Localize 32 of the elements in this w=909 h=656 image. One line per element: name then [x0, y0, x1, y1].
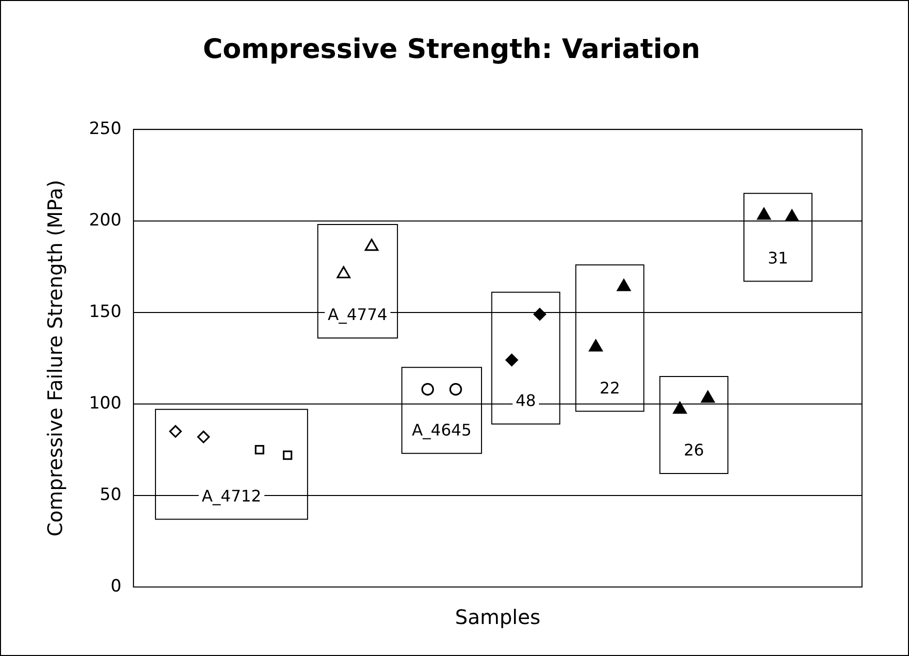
- y-tick-label: 250: [88, 118, 122, 139]
- point: [282, 450, 292, 460]
- point: [785, 209, 799, 222]
- annotation: 22: [600, 378, 620, 398]
- annotation: A_4712: [202, 486, 262, 506]
- annotation: A_4645: [412, 420, 472, 440]
- point: [533, 308, 546, 321]
- y-tick-label: 100: [88, 393, 122, 414]
- annotation: 26: [684, 440, 704, 460]
- point: [673, 402, 687, 414]
- annotation: A_4774: [328, 305, 388, 324]
- y-tick-label: 200: [88, 210, 122, 230]
- point: [588, 339, 603, 352]
- annotation: 31: [768, 248, 788, 268]
- y-tick-label: 0: [110, 576, 122, 596]
- point: [757, 208, 771, 220]
- point: [169, 425, 182, 438]
- point: [254, 445, 264, 454]
- point: [197, 430, 210, 444]
- point: [449, 383, 462, 396]
- point: [336, 266, 350, 278]
- y-tick-label: 50: [100, 484, 122, 505]
- x-axis-title: Samples: [455, 605, 540, 630]
- point: [505, 354, 518, 366]
- point: [701, 390, 715, 403]
- point: [616, 279, 631, 292]
- y-tick-label: 150: [88, 302, 122, 322]
- point: [364, 238, 378, 251]
- y-axis-title: Compressive Failure Strength (MPa): [43, 180, 68, 537]
- point: [421, 383, 434, 396]
- annotation: 48: [516, 391, 536, 410]
- chart-title: Compressive Strength: Variation: [202, 34, 700, 66]
